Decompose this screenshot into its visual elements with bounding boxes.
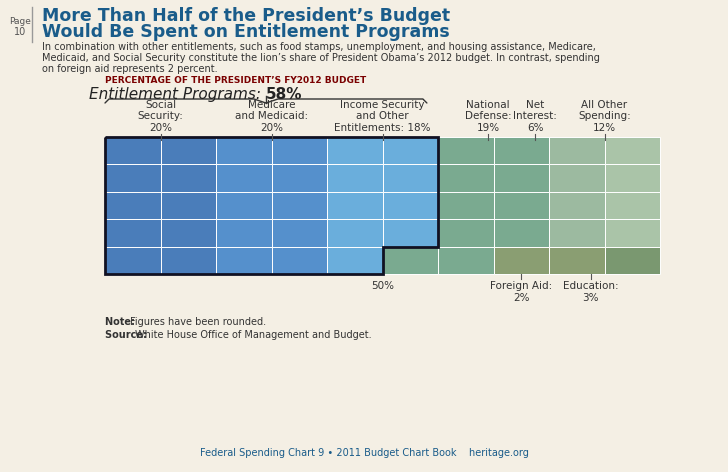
Bar — [438, 164, 494, 192]
Text: 58%: 58% — [266, 87, 302, 102]
Bar — [272, 137, 327, 164]
Bar — [327, 164, 382, 192]
Bar — [494, 192, 549, 219]
Bar — [160, 192, 216, 219]
Bar — [494, 164, 549, 192]
Bar — [604, 192, 660, 219]
Text: Education:
3%: Education: 3% — [563, 281, 619, 303]
Bar — [327, 192, 382, 219]
Bar — [549, 164, 604, 192]
Text: on foreign aid represents 2 percent.: on foreign aid represents 2 percent. — [42, 64, 218, 74]
Text: In combination with other entitlements, such as food stamps, unemployment, and h: In combination with other entitlements, … — [42, 42, 596, 52]
Bar — [382, 192, 438, 219]
Text: Would Be Spent on Entitlement Programs: Would Be Spent on Entitlement Programs — [42, 23, 450, 41]
Text: All Other
Spending:
12%: All Other Spending: 12% — [578, 100, 631, 133]
Bar — [604, 219, 660, 246]
Bar — [105, 246, 160, 274]
Bar — [382, 246, 438, 274]
Text: 50%: 50% — [371, 281, 394, 291]
Text: White House Office of Management and Budget.: White House Office of Management and Bud… — [135, 330, 371, 340]
Bar — [160, 246, 216, 274]
Bar — [549, 219, 604, 246]
Text: Foreign Aid:
2%: Foreign Aid: 2% — [490, 281, 553, 303]
Bar — [438, 246, 494, 274]
Bar — [272, 246, 327, 274]
Bar — [382, 137, 438, 164]
Bar — [604, 164, 660, 192]
Bar — [327, 246, 382, 274]
Text: 10: 10 — [14, 27, 26, 37]
Bar — [494, 137, 549, 164]
Bar — [438, 192, 494, 219]
Bar — [160, 164, 216, 192]
Text: Income Security
and Other
Entitlements: 18%: Income Security and Other Entitlements: … — [334, 100, 431, 133]
Bar — [160, 219, 216, 246]
Bar — [438, 137, 494, 164]
Bar — [105, 192, 160, 219]
Text: National
Defense:
19%: National Defense: 19% — [464, 100, 511, 133]
Text: Entitlement Programs:: Entitlement Programs: — [89, 87, 266, 102]
Text: Social
Security:
20%: Social Security: 20% — [138, 100, 183, 133]
Text: More Than Half of the President’s Budget: More Than Half of the President’s Budget — [42, 7, 450, 25]
Bar — [327, 219, 382, 246]
Bar — [494, 246, 549, 274]
Bar — [272, 219, 327, 246]
Bar — [494, 219, 549, 246]
Bar — [216, 219, 272, 246]
Bar — [549, 246, 604, 274]
Text: Federal Spending Chart 9 • 2011 Budget Chart Book    heritage.org: Federal Spending Chart 9 • 2011 Budget C… — [199, 448, 529, 458]
Bar — [105, 164, 160, 192]
Bar — [549, 137, 604, 164]
Text: PERCENTAGE OF THE PRESIDENT’S FY2012 BUDGET: PERCENTAGE OF THE PRESIDENT’S FY2012 BUD… — [105, 76, 366, 85]
Bar — [272, 164, 327, 192]
Text: Medicaid, and Social Security constitute the lion’s share of President Obama’s 2: Medicaid, and Social Security constitute… — [42, 53, 600, 63]
Text: Note:: Note: — [105, 317, 138, 327]
Bar — [272, 192, 327, 219]
Bar — [604, 137, 660, 164]
Bar — [549, 192, 604, 219]
Bar — [327, 137, 382, 164]
Bar — [382, 164, 438, 192]
Bar — [105, 137, 160, 164]
Bar — [216, 137, 272, 164]
Text: Net
Interest:
6%: Net Interest: 6% — [513, 100, 557, 133]
Text: Source:: Source: — [105, 330, 151, 340]
Bar — [105, 219, 160, 246]
Bar — [216, 192, 272, 219]
Text: Medicare
and Medicaid:
20%: Medicare and Medicaid: 20% — [235, 100, 308, 133]
Bar — [216, 164, 272, 192]
Text: Page: Page — [9, 17, 31, 26]
Bar — [216, 246, 272, 274]
Bar — [438, 219, 494, 246]
Bar — [382, 219, 438, 246]
Text: Figures have been rounded.: Figures have been rounded. — [130, 317, 266, 327]
Bar — [160, 137, 216, 164]
Bar — [604, 246, 660, 274]
